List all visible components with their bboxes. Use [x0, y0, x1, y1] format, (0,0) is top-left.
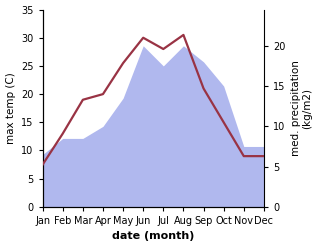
X-axis label: date (month): date (month): [112, 231, 194, 242]
Y-axis label: med. precipitation
(kg/m2): med. precipitation (kg/m2): [291, 60, 313, 156]
Y-axis label: max temp (C): max temp (C): [5, 72, 16, 144]
